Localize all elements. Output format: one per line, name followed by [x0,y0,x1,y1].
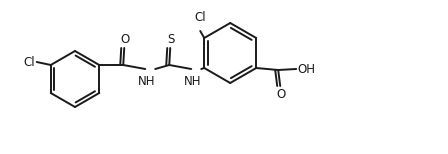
Text: O: O [120,33,129,46]
Text: NH: NH [138,75,155,88]
Text: Cl: Cl [194,11,206,24]
Text: O: O [276,88,285,101]
Text: NH: NH [184,75,201,88]
Text: OH: OH [297,63,315,75]
Text: S: S [167,33,174,46]
Text: Cl: Cl [23,55,35,69]
